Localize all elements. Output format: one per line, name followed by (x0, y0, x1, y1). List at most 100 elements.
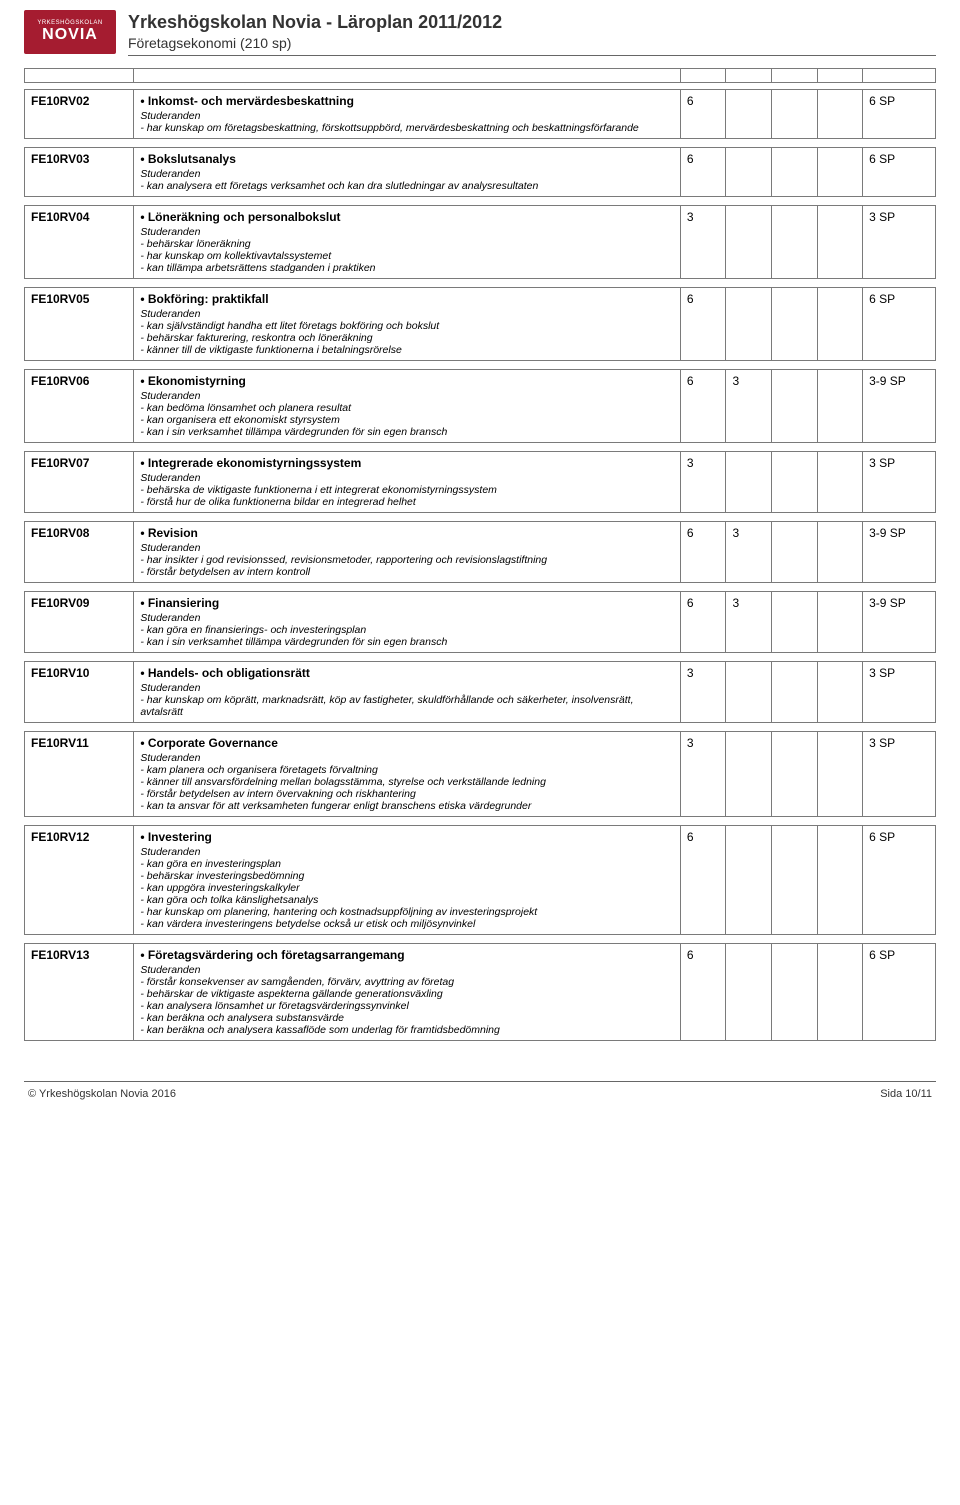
course-body: • Corporate GovernanceStuderanden- kam p… (134, 732, 681, 817)
course-line: - behärska de viktigaste funktionerna i … (140, 484, 674, 496)
course-credit-c4 (817, 370, 863, 443)
course-line: - kan organisera ett ekonomiskt styrsyst… (140, 414, 674, 426)
course-title: • Bokföring: praktikfall (140, 292, 268, 306)
course-sp: 3 SP (863, 452, 936, 513)
course-block: FE10RV09• FinansieringStuderanden- kan g… (24, 591, 936, 653)
course-body: • EkonomistyrningStuderanden- kan bedöma… (134, 370, 681, 443)
course-block: FE10RV12• InvesteringStuderanden- kan gö… (24, 825, 936, 935)
course-credit-c4 (817, 592, 863, 653)
course-credit-c3 (772, 592, 818, 653)
course-credit-c4 (817, 452, 863, 513)
course-line: - har insikter i god revisionssed, revis… (140, 554, 674, 566)
course-studerande: Studeranden (140, 110, 674, 122)
course-line: - känner till de viktigaste funktionerna… (140, 344, 674, 356)
course-block: FE10RV13• Företagsvärdering och företags… (24, 943, 936, 1041)
course-line: - förstår betydelsen av intern kontroll (140, 566, 674, 578)
course-credit-c3 (772, 90, 818, 139)
course-credit-c3 (772, 452, 818, 513)
course-studerande: Studeranden (140, 612, 674, 624)
header-rule (128, 55, 936, 56)
course-credit-c4 (817, 522, 863, 583)
course-body: • Inkomst- och mervärdesbeskattningStude… (134, 90, 681, 139)
course-line: - har kunskap om köprätt, marknadsrätt, … (140, 694, 674, 706)
course-studerande: Studeranden (140, 542, 674, 554)
logo-big-text: NOVIA (42, 26, 98, 44)
course-line: - kan bedöma lönsamhet och planera resul… (140, 402, 674, 414)
course-line: - kan beräkna och analysera kassaflöde s… (140, 1024, 674, 1036)
course-credit-c2 (726, 206, 772, 279)
course-line: - kan analysera ett företags verksamhet … (140, 180, 674, 192)
course-sp: 6 SP (863, 90, 936, 139)
course-credit-c2: 3 (726, 522, 772, 583)
course-line: - kan beräkna och analysera substansvärd… (140, 1012, 674, 1024)
course-sp: 3 SP (863, 206, 936, 279)
course-credit-c1: 6 (680, 288, 726, 361)
course-block: FE10RV07• Integrerade ekonomistyrningssy… (24, 451, 936, 513)
page-footer: © Yrkeshögskolan Novia 2016 Sida 10/11 (24, 1081, 936, 1100)
course-code: FE10RV10 (25, 662, 134, 723)
course-credit-c2 (726, 288, 772, 361)
course-line: - kan ta ansvar för att verksamheten fun… (140, 800, 674, 812)
course-sp: 6 SP (863, 944, 936, 1041)
logo: YRKESHÖGSKOLAN NOVIA (24, 10, 116, 54)
course-title: • Revision (140, 526, 198, 540)
course-line: - kan göra och tolka känslighetsanalys (140, 894, 674, 906)
course-body: • Bokföring: praktikfallStuderanden- kan… (134, 288, 681, 361)
title-block: Yrkeshögskolan Novia - Läroplan 2011/201… (128, 10, 936, 68)
course-sp: 6 SP (863, 288, 936, 361)
course-credit-c2: 3 (726, 370, 772, 443)
course-sp: 3-9 SP (863, 592, 936, 653)
course-code: FE10RV11 (25, 732, 134, 817)
course-title: • Löneräkning och personalbokslut (140, 210, 340, 224)
course-credit-c4 (817, 148, 863, 197)
course-credit-c1: 6 (680, 944, 726, 1041)
course-credit-c2 (726, 732, 772, 817)
empty-header-row (24, 68, 936, 83)
course-line: - behärskar de viktigaste aspekterna gäl… (140, 988, 674, 1000)
course-line: - kan i sin verksamhet tillämpa värdegru… (140, 636, 674, 648)
course-line: - behärskar fakturering, reskontra och l… (140, 332, 674, 344)
course-credit-c1: 6 (680, 370, 726, 443)
footer-page-number: Sida 10/11 (880, 1088, 932, 1100)
course-credit-c1: 3 (680, 206, 726, 279)
course-studerande: Studeranden (140, 752, 674, 764)
course-body: • Företagsvärdering och företagsarrangem… (134, 944, 681, 1041)
course-code: FE10RV08 (25, 522, 134, 583)
course-line: - har kunskap om planering, hantering oc… (140, 906, 674, 918)
course-body: • Integrerade ekonomistyrningssystemStud… (134, 452, 681, 513)
course-studerande: Studeranden (140, 308, 674, 320)
course-list: FE10RV02• Inkomst- och mervärdesbeskattn… (24, 89, 936, 1041)
course-credit-c3 (772, 826, 818, 935)
course-body: • Revision Studeranden- har insikter i go… (134, 522, 681, 583)
course-studerande: Studeranden (140, 846, 674, 858)
course-sp: 3-9 SP (863, 370, 936, 443)
course-credit-c4 (817, 944, 863, 1041)
course-code: FE10RV13 (25, 944, 134, 1041)
course-code: FE10RV06 (25, 370, 134, 443)
course-block: FE10RV06• EkonomistyrningStuderanden- ka… (24, 369, 936, 443)
footer-copyright: © Yrkeshögskolan Novia 2016 (28, 1088, 176, 1100)
course-block: FE10RV04 • Löneräkning och personalbokslu… (24, 205, 936, 279)
course-code: FE10RV02 (25, 90, 134, 139)
course-credit-c2: 3 (726, 592, 772, 653)
course-line: - känner till ansvarsfördelning mellan b… (140, 776, 674, 788)
course-title: • Finansiering (140, 596, 219, 610)
course-block: FE10RV10• Handels- och obligationsrättSt… (24, 661, 936, 723)
course-credit-c1: 6 (680, 826, 726, 935)
course-studerande: Studeranden (140, 472, 674, 484)
course-line: - förstår konsekvenser av samgåenden, fö… (140, 976, 674, 988)
course-block: FE10RV08 • Revision Studeranden- har insik… (24, 521, 936, 583)
course-line: - behärskar investeringsbedömning (140, 870, 674, 882)
course-studerande: Studeranden (140, 964, 674, 976)
course-studerande: Studeranden (140, 682, 674, 694)
course-credit-c3 (772, 206, 818, 279)
course-block: FE10RV11• Corporate GovernanceStuderande… (24, 731, 936, 817)
course-body: • BokslutsanalysStuderanden- kan analyse… (134, 148, 681, 197)
course-credit-c4 (817, 732, 863, 817)
course-credit-c3 (772, 148, 818, 197)
course-credit-c4 (817, 662, 863, 723)
course-code: FE10RV04 (25, 206, 134, 279)
course-code: FE10RV07 (25, 452, 134, 513)
course-sp: 6 SP (863, 826, 936, 935)
course-credit-c3 (772, 944, 818, 1041)
